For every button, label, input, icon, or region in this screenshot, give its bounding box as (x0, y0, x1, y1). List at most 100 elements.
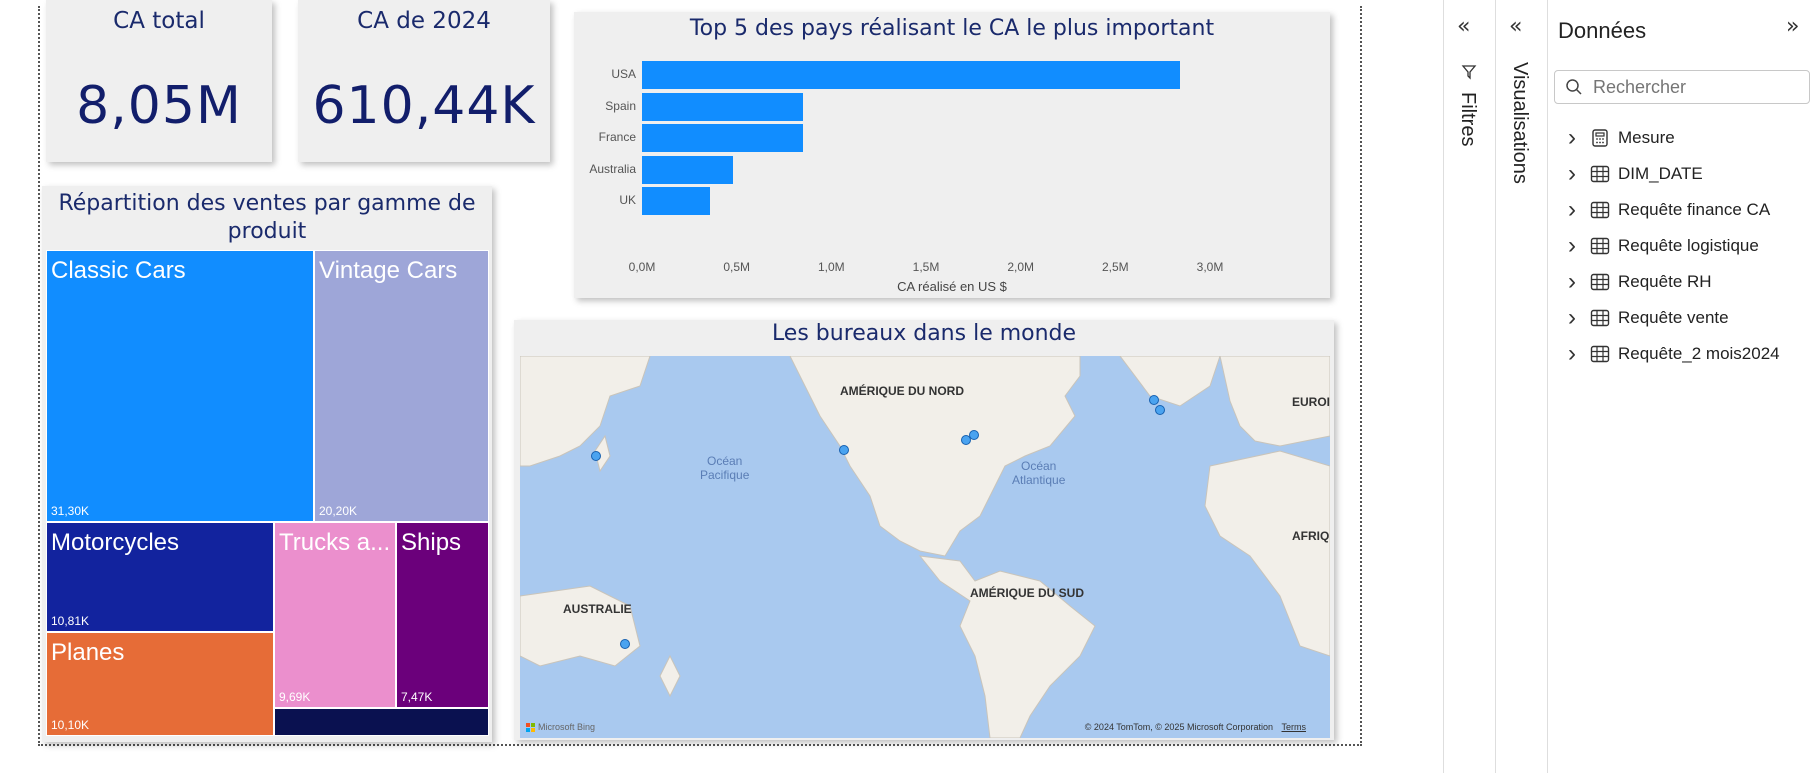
office-pin-san-francisco[interactable] (839, 445, 849, 455)
field-name: Requête vente (1618, 308, 1729, 327)
map-title: Les bureaux dans le monde (771, 321, 1077, 346)
treemap-tile-ships[interactable]: Ships 7,47K (396, 522, 489, 708)
label-europe: EUROI (1292, 395, 1330, 409)
bar-chart-card[interactable]: Top 5 des pays réalisant le CA le plus i… (574, 12, 1330, 298)
tile-value: 31,30K (51, 504, 90, 518)
field-item[interactable]: › Mesure (1568, 124, 1675, 152)
visualizations-pane-collapsed[interactable]: « Visualisations (1495, 0, 1547, 773)
label-africa: AFRIQ (1292, 529, 1330, 543)
office-pin-nyc[interactable] (961, 435, 971, 445)
x-tick-label: 0,5M (723, 260, 750, 274)
x-tick-label: 1,5M (912, 260, 940, 274)
kpi-card-ca-total[interactable]: CA total 8,05M (46, 0, 272, 162)
search-icon (1566, 79, 1582, 95)
chevron-right-icon[interactable]: › (1568, 196, 1576, 223)
bar-uk[interactable] (642, 187, 711, 215)
bar-plot-area: USA Spain France Australia UK 0,0M 0,5M 1,0M 1,5… (574, 12, 1330, 298)
tile-label: Trucks a... (279, 529, 391, 556)
tile-label: Ships (401, 529, 462, 556)
bar-france[interactable] (642, 124, 803, 152)
tile-label: Classic Cars (51, 257, 186, 284)
office-pin-tokyo[interactable] (591, 451, 601, 461)
field-item[interactable]: › DIM_DATE (1568, 160, 1703, 188)
filters-pane-collapsed[interactable]: « Filtres (1443, 0, 1495, 773)
search-box[interactable] (1554, 70, 1810, 104)
x-tick-label: 3,0M (1196, 260, 1224, 274)
collapse-filters-chevron-icon[interactable]: « (1457, 14, 1471, 39)
kpi-title: CA total (113, 8, 205, 34)
kpi-title: CA de 2024 (357, 8, 491, 34)
chevron-right-icon[interactable]: › (1568, 304, 1576, 331)
table-icon (1590, 201, 1610, 219)
chevron-right-icon[interactable]: › (1568, 340, 1576, 367)
field-name: Requête finance CA (1618, 200, 1771, 219)
collapse-visualizations-chevron-icon[interactable]: « (1509, 14, 1523, 39)
search-input[interactable] (1591, 75, 1805, 99)
table-icon (1590, 273, 1610, 291)
bar-australia[interactable] (642, 155, 733, 184)
field-name: Requête_2 mois2024 (1618, 344, 1780, 363)
microsoft-logo-icon (526, 722, 535, 732)
tile-value: 20,20K (319, 504, 358, 518)
office-pin-paris[interactable] (1155, 405, 1165, 415)
table-icon (1590, 165, 1610, 183)
label-north-america: AMÉRIQUE DU NORD (840, 384, 965, 398)
data-pane-title: Données (1558, 18, 1647, 43)
x-tick-label: 1,0M (817, 260, 845, 274)
label-pacific: Océan Pacifique (700, 454, 750, 482)
x-tick-label: 2,5M (1101, 260, 1129, 274)
y-tick-label: Spain (605, 98, 636, 113)
field-item[interactable]: › Requête_2 mois2024 (1568, 340, 1780, 368)
map-card[interactable]: Les bureaux dans le monde (514, 320, 1334, 740)
chevron-right-icon[interactable]: › (1568, 160, 1576, 187)
treemap-title: Répartition des ventes par gamme de prod… (58, 191, 476, 244)
tile-label: Motorcycles (51, 529, 180, 556)
world-map[interactable]: AMÉRIQUE DU NORD AMÉRIQUE DU SUD AUSTRAL… (520, 356, 1330, 738)
office-pin-boston[interactable] (969, 430, 979, 440)
field-item[interactable]: › Requête RH (1568, 268, 1712, 296)
kpi-value: 610,44K (312, 76, 536, 136)
field-item[interactable]: › Requête logistique (1568, 232, 1759, 260)
expand-data-pane-chevron-icon[interactable]: » (1786, 14, 1800, 39)
bing-logo-text: Microsoft Bing (538, 722, 596, 732)
y-tick-label: USA (611, 67, 636, 81)
label-australia: AUSTRALIE (563, 602, 632, 616)
calculator-icon (1592, 129, 1608, 147)
copyright-text: © 2024 TomTom, © 2025 Microsoft Corporat… (1084, 722, 1273, 732)
x-tick-label: 2,0M (1007, 260, 1034, 274)
field-name: Mesure (1618, 128, 1675, 147)
y-tick-label: UK (619, 193, 636, 207)
field-item[interactable]: › Requête vente (1568, 304, 1729, 332)
office-pin-london[interactable] (1149, 395, 1159, 405)
kpi-card-ca-2024[interactable]: CA de 2024 610,44K (298, 0, 550, 162)
label-south-america: AMÉRIQUE DU SUD (970, 586, 1085, 600)
field-item[interactable]: › Requête finance CA (1568, 196, 1770, 224)
map-land-svg (520, 356, 1330, 738)
treemap-tile-other[interactable] (274, 708, 489, 736)
bar-spain[interactable] (642, 92, 803, 121)
table-icon (1590, 309, 1610, 327)
tile-value: 7,47K (401, 690, 433, 704)
map-copyright: © 2024 TomTom, © 2025 Microsoft Corporat… (1085, 722, 1306, 732)
treemap-card[interactable]: Répartition des ventes par gamme de prod… (42, 186, 492, 742)
bar-usa[interactable] (642, 61, 1180, 89)
chevron-right-icon[interactable]: › (1568, 124, 1576, 151)
field-name: Requête logistique (1618, 236, 1759, 255)
office-pin-sydney[interactable] (620, 639, 630, 649)
filters-label[interactable]: Filtres (1457, 92, 1479, 147)
treemap-tile-vintage-cars[interactable]: Vintage Cars 20,20K (314, 250, 489, 522)
treemap-tile-planes[interactable]: Planes 10,10K (46, 632, 274, 736)
visualizations-label[interactable]: Visualisations (1509, 62, 1531, 184)
field-name: DIM_DATE (1618, 164, 1703, 183)
tile-label: Planes (51, 639, 125, 666)
chevron-right-icon[interactable]: › (1568, 232, 1576, 259)
chart-title: Top 5 des pays réalisant le CA le plus i… (689, 16, 1215, 41)
treemap-tile-motorcycles[interactable]: Motorcycles 10,81K (46, 522, 274, 632)
tile-label: Vintage Cars (319, 257, 458, 284)
tile-value: 10,10K (51, 718, 90, 732)
data-pane: Données » (1547, 0, 1814, 773)
treemap-tile-classic-cars[interactable]: Classic Cars 31,30K (46, 250, 314, 522)
terms-link[interactable]: Terms (1281, 722, 1307, 732)
treemap-tile-trucks[interactable]: Trucks a... 9,69K (274, 522, 396, 708)
chevron-right-icon[interactable]: › (1568, 268, 1576, 295)
